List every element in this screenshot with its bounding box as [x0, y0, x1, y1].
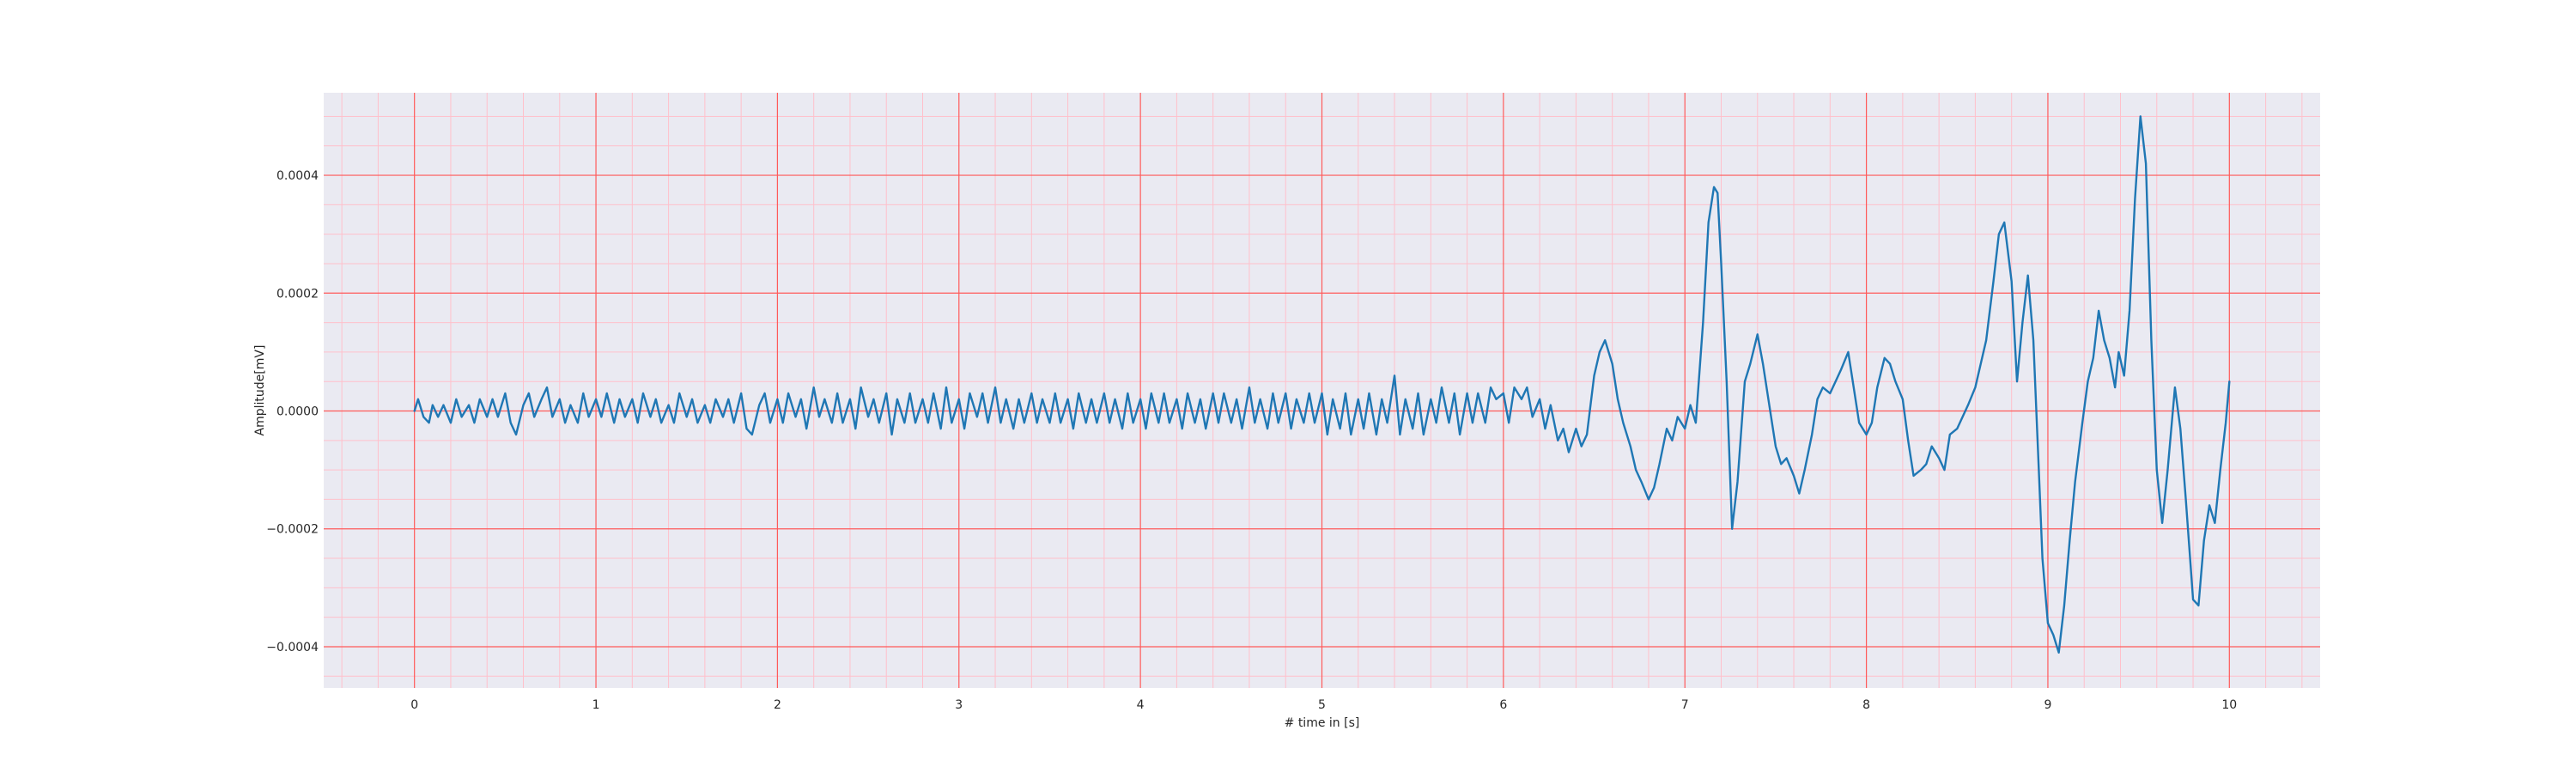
- x-tick-label: 1: [592, 698, 600, 712]
- x-axis-label: # time in [s]: [1285, 716, 1360, 730]
- x-tick-label: 9: [2044, 698, 2051, 712]
- x-tick-label: 5: [1318, 698, 1326, 712]
- x-tick-label: 3: [955, 698, 963, 712]
- x-tick-label: 10: [2221, 698, 2237, 712]
- x-tick-label: 6: [1499, 698, 1507, 712]
- y-tick-label: 0.0004: [276, 169, 319, 183]
- series-layer: [413, 115, 2231, 654]
- x-tick-label: 0: [410, 698, 418, 712]
- x-tick-label: 2: [774, 698, 781, 712]
- y-tick-label: −0.0002: [266, 523, 319, 537]
- y-axis-ticks: −0.0004 −0.0002 0.0000 0.0002 0.0004: [266, 169, 319, 654]
- x-axis-ticks: 0 1 2 3 4 5 6 7 8 9 10: [410, 698, 2237, 712]
- x-tick-label: 7: [1681, 698, 1689, 712]
- y-tick-label: −0.0004: [266, 641, 319, 654]
- series-line-0: [413, 115, 2231, 654]
- y-tick-label: 0.0002: [276, 287, 319, 301]
- y-tick-label: 0.0000: [276, 405, 319, 419]
- x-tick-label: 4: [1137, 698, 1145, 712]
- y-axis-label: Amplitude[mV]: [253, 345, 267, 436]
- x-tick-label: 8: [1862, 698, 1870, 712]
